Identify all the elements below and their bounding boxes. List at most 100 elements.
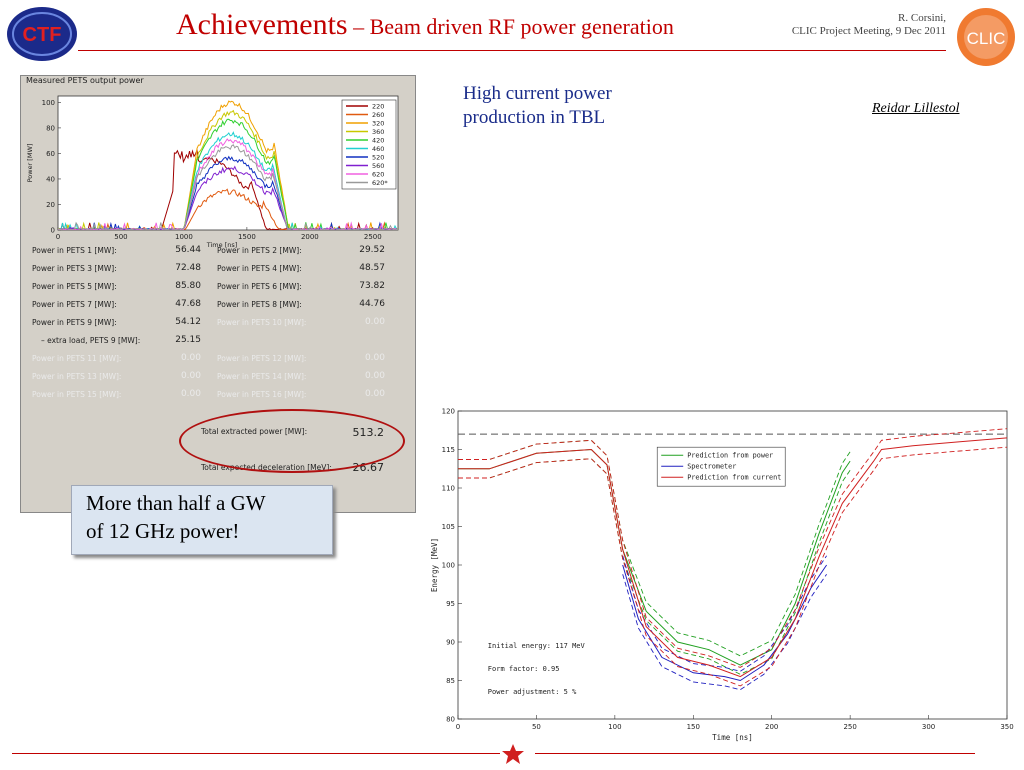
x-tick-label: 2000 [301, 233, 319, 241]
x-tick-label: 150 [687, 723, 700, 731]
footer-divider-right [535, 753, 975, 754]
meeting-name: CLIC Project Meeting, 9 Dec 2011 [791, 25, 946, 37]
y-tick-label: 100 [442, 562, 455, 570]
callout-box: More than half a GW of 12 GHz power! [71, 485, 333, 555]
ctf-logo: CTF [5, 5, 79, 63]
y-tick-label: 90 [446, 639, 455, 647]
clic-logo: CLIC [955, 6, 1017, 68]
y-tick-label: 100 [42, 99, 55, 107]
title-subtitle: – Beam driven RF power generation [347, 14, 674, 39]
pets-row-label: Power in PETS 9 [MW]: [32, 318, 117, 327]
y-tick-label: 115 [442, 446, 455, 454]
pets-row-value: 0.00 [364, 353, 385, 363]
y-tick-label: 105 [442, 523, 455, 531]
pets-row-value: 0.00 [180, 353, 201, 363]
series-line [458, 437, 1008, 678]
heading-line-2: production in TBL [463, 107, 606, 128]
panel-title: Measured PETS output power [26, 76, 144, 85]
pets-row-label: Power in PETS 1 [MW]: [32, 246, 117, 255]
pets-row-value: 0.00 [180, 389, 201, 399]
x-tick-label: 50 [532, 723, 541, 731]
svg-text:CLIC: CLIC [967, 29, 1006, 48]
legend-label: 420 [372, 137, 384, 145]
y-axis-label: Power [MW] [26, 144, 34, 183]
x-axis-label: Time [ns] [206, 241, 238, 249]
y-tick-label: 40 [46, 175, 55, 183]
legend-label: 520 [372, 154, 384, 162]
x-axis-label: Time [ns] [712, 733, 753, 742]
pets-row-label: – extra load, PETS 9 [MW]: [41, 336, 141, 345]
pets-row-label: Power in PETS 11 [MW]: [32, 354, 122, 363]
y-tick-label: 110 [442, 485, 455, 493]
legend-label: Spectrometer [687, 463, 736, 471]
series-band-upper [458, 428, 1008, 668]
credit-link[interactable]: Reidar Lillestol [872, 101, 960, 116]
series-line [622, 564, 828, 682]
pets-row-label: Power in PETS 13 [MW]: [32, 372, 122, 381]
header-divider [78, 50, 946, 51]
pets-row-value: 47.68 [175, 299, 201, 309]
y-tick-label: 0 [51, 227, 55, 235]
energy-chart: 0 50 100 150 200 250 300 350 80 85 90 95 100 105 110 11… [430, 408, 1014, 743]
slide-heading: High current power production in TBL [463, 82, 612, 130]
x-tick-label: 200 [765, 723, 778, 731]
legend-label: 220 [372, 103, 384, 111]
legend-label: 320 [372, 120, 384, 128]
pets-power-panel: Measured PETS output power 0 500 1000 1500 2… [20, 75, 416, 513]
pets-row-label: Power in PETS 14 [MW]: [217, 372, 307, 381]
pets-row-value: 85.80 [175, 281, 201, 291]
pets-row-label: Power in PETS 16 [MW]: [217, 390, 307, 399]
x-tick-label: 2500 [364, 233, 382, 241]
chart-annotation: Form factor: 0.95 [488, 665, 560, 673]
pets-row-value: 73.82 [359, 281, 385, 291]
y-tick-label: 95 [446, 600, 455, 608]
pets-row-value: 25.15 [175, 335, 201, 345]
pets-row-value: 48.57 [359, 263, 385, 273]
chart-annotation: Power adjustment: 5 % [488, 688, 577, 696]
y-tick-label: 85 [446, 677, 455, 685]
y-tick-label: 20 [46, 201, 55, 209]
legend-label: 560 [372, 162, 384, 170]
y-tick-label: 80 [46, 124, 55, 132]
legend-label: Prediction from power [687, 452, 773, 460]
y-axis-label: Energy [MeV] [430, 538, 439, 592]
series-band-lower [458, 446, 1008, 687]
pets-row-value: 0.00 [364, 371, 385, 381]
footer-divider-left [12, 753, 500, 754]
x-tick-label: 350 [1000, 723, 1013, 731]
x-tick-label: 250 [843, 723, 856, 731]
legend-label: 260 [372, 111, 384, 119]
legend-label: 360 [372, 128, 384, 136]
x-tick-label: 500 [114, 233, 127, 241]
pets-row-label: Power in PETS 5 [MW]: [32, 282, 117, 291]
pets-row-label: Power in PETS 3 [MW]: [32, 264, 117, 273]
pets-row-label: Power in PETS 2 [MW]: [217, 246, 302, 255]
callout-line-1: More than half a GW [86, 491, 266, 515]
svg-text:CTF: CTF [23, 24, 62, 46]
x-tick-label: 0 [456, 723, 460, 731]
pets-row-value: 44.76 [359, 299, 385, 309]
pets-row-label: Power in PETS 15 [MW]: [32, 390, 122, 399]
series-line [58, 144, 398, 230]
author-name: R. Corsini, [898, 12, 946, 24]
x-tick-label: 1000 [175, 233, 193, 241]
pets-row-value: 72.48 [175, 263, 201, 273]
pets-row-label: Power in PETS 4 [MW]: [217, 264, 302, 273]
highlight-ellipse [179, 409, 405, 473]
callout-line-2: of 12 GHz power! [86, 519, 240, 543]
slide-title: Achievements – Beam driven RF power gene… [176, 8, 674, 42]
y-tick-label: 120 [442, 408, 455, 416]
series-band-upper [622, 555, 827, 672]
author-block: R. Corsini, CLIC Project Meeting, 9 Dec … [792, 12, 946, 38]
x-tick-label: 300 [922, 723, 935, 731]
footer-star-icon [500, 743, 526, 765]
x-tick-label: 100 [608, 723, 621, 731]
pets-row-label: Power in PETS 8 [MW]: [217, 300, 302, 309]
series-band-lower [622, 573, 827, 691]
pets-row-label: Power in PETS 7 [MW]: [32, 300, 117, 309]
pets-row-label: Power in PETS 10 [MW]: [217, 318, 307, 327]
pets-row-value: 29.52 [359, 245, 385, 255]
legend-label: 620* [372, 179, 388, 187]
title-main: Achievements [176, 8, 348, 41]
legend-box [341, 99, 397, 190]
